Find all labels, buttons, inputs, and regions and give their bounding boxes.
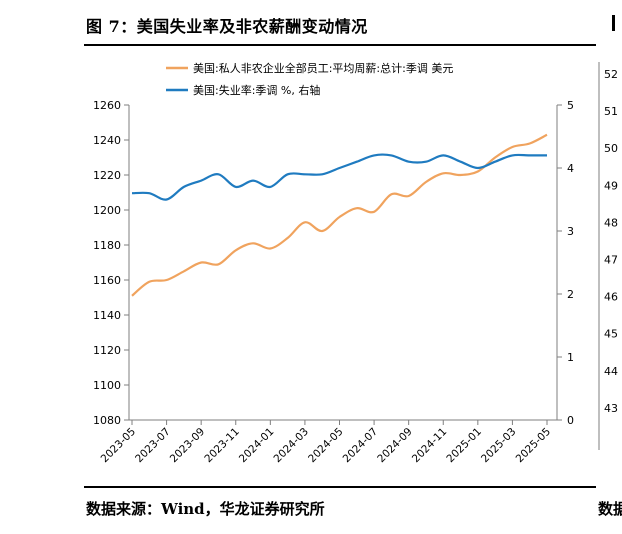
y-left-tick-label: 1100 [93,379,121,392]
x-tick-label: 2024-01 [237,426,277,466]
y-right-tick-label: 1 [567,351,574,364]
right-panel-tick-label: 50 [604,142,618,155]
right-panel-tick-label: 45 [604,328,618,341]
x-tick-label: 2024-11 [410,426,450,466]
right-panel-title-fragment [612,15,615,31]
chart-legend: 美国:私人非农企业全部员工:平均周薪:总计:季调 美元 美国:失业率:季调 %,… [166,61,453,97]
right-panel-tick-label: 44 [604,365,618,378]
y-left-tick-label: 1200 [93,204,121,217]
x-tick-label: 2025-01 [444,426,484,466]
right-panel-tick-label: 51 [604,105,618,118]
y-axis-left-ticks: 1260 1240 1220 1200 1180 1160 1140 1120 1100 1080 [93,99,129,427]
y-left-tick-label: 1180 [93,239,121,252]
y-left-tick-label: 1120 [93,344,121,357]
legend-label-unemployment: 美国:失业率:季调 %, 右轴 [193,83,320,97]
x-tick-label: 2024-07 [341,426,381,466]
series-line-unemployment [131,153,547,201]
y-right-tick-label: 5 [567,99,574,112]
y-axis-right-ticks: 5 4 3 2 1 0 [557,99,574,427]
right-panel-tick-label: 48 [604,216,618,229]
y-left-tick-label: 1240 [93,134,121,147]
data-source: 数据来源：Wind，华龙证券研究所 [86,500,325,518]
x-tick-label: 2025-05 [514,426,554,466]
right-panel-tick-label: 46 [604,291,618,304]
right-panel-tick-label: 43 [604,402,618,415]
right-panel-source-fragment: 数据 [598,500,622,518]
right-panel-tick-fragment: 52 51 50 49 48 47 46 45 44 43 [604,68,618,415]
figure-title: 图 7：美国失业率及非农薪酬变动情况 [86,17,368,36]
x-tick-label: 2023-07 [133,426,173,466]
y-left-tick-label: 1160 [93,274,121,287]
legend-label-wage: 美国:私人非农企业全部员工:平均周薪:总计:季调 美元 [193,61,453,75]
right-panel-tick-label: 52 [604,68,618,81]
title-divider [84,44,596,46]
right-panel-tick-label: 47 [604,254,618,267]
x-tick-label: 2023-09 [168,426,208,466]
y-right-tick-label: 0 [567,414,574,427]
x-tick-label: 2024-03 [272,426,312,466]
source-divider [84,486,596,488]
y-left-tick-label: 1080 [93,414,121,427]
x-tick-label: 2023-11 [202,426,242,466]
y-right-tick-label: 4 [567,162,574,175]
x-tick-label: 2024-09 [375,426,415,466]
x-tick-label: 2025-03 [479,426,519,466]
right-panel-tick-label: 49 [604,179,618,192]
y-left-tick-label: 1140 [93,309,121,322]
y-right-tick-label: 3 [567,225,574,238]
x-tick-label: 2023-05 [99,426,139,466]
y-left-tick-label: 1260 [93,99,121,112]
y-left-tick-label: 1220 [93,169,121,182]
x-axis-ticks: 2023-052023-072023-092023-112024-012024-… [99,420,554,466]
y-right-tick-label: 2 [567,288,574,301]
series-line-wage [131,133,548,297]
x-tick-label: 2024-05 [306,426,346,466]
